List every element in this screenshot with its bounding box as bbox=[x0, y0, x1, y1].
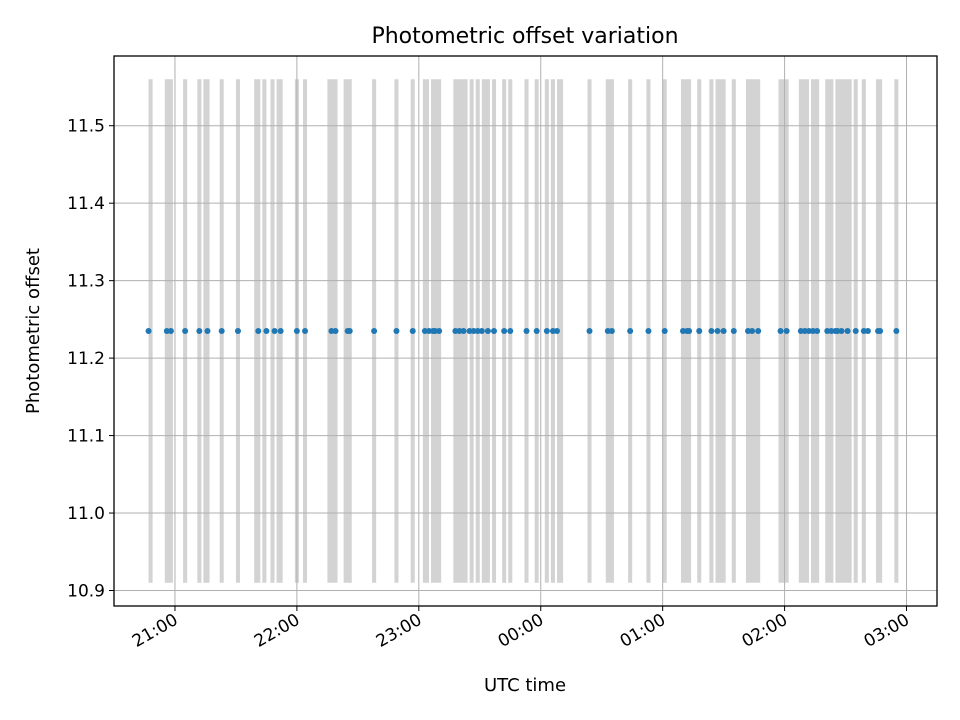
data-point bbox=[783, 328, 790, 334]
x-tick-label: 23:00 bbox=[373, 610, 425, 652]
data-point bbox=[234, 328, 241, 334]
data-point bbox=[302, 328, 309, 334]
data-point bbox=[507, 328, 514, 334]
data-point bbox=[346, 328, 353, 334]
data-point bbox=[877, 328, 884, 334]
x-tick-label: 21:00 bbox=[129, 610, 181, 652]
data-point bbox=[182, 328, 189, 334]
data-point bbox=[852, 328, 859, 334]
data-point bbox=[686, 328, 693, 334]
x-axis-ticks: 21:00 22:00 23:00 00:00 01:00 02:00 03:00 bbox=[129, 606, 913, 652]
x-tick-label: 02:00 bbox=[739, 610, 791, 652]
data-point bbox=[218, 328, 225, 334]
data-point bbox=[814, 328, 821, 334]
data-point bbox=[864, 328, 871, 334]
data-point bbox=[696, 328, 703, 334]
data-point bbox=[844, 328, 851, 334]
y-tick-label: 11.4 bbox=[67, 194, 105, 214]
data-point bbox=[263, 328, 270, 334]
data-point bbox=[708, 328, 715, 334]
data-point bbox=[293, 328, 300, 334]
x-tick-label: 03:00 bbox=[861, 610, 913, 652]
data-point bbox=[554, 328, 560, 334]
data-point bbox=[167, 328, 174, 334]
y-tick-label: 11.5 bbox=[67, 117, 105, 137]
data-point bbox=[533, 328, 540, 334]
data-point bbox=[332, 328, 339, 334]
data-point bbox=[661, 328, 668, 334]
data-points bbox=[145, 328, 900, 334]
data-point bbox=[277, 328, 284, 334]
data-point bbox=[893, 328, 900, 334]
data-point bbox=[145, 328, 152, 334]
x-tick-label: 00:00 bbox=[495, 610, 547, 652]
data-point bbox=[255, 328, 262, 334]
data-point bbox=[491, 328, 497, 334]
data-point bbox=[371, 328, 378, 334]
x-axis-label: UTC time bbox=[484, 675, 566, 696]
y-tick-label: 10.9 bbox=[67, 582, 105, 602]
plot-frame bbox=[113, 55, 938, 607]
shaded-band bbox=[715, 79, 726, 583]
data-point bbox=[501, 328, 508, 334]
y-tick-label: 11.0 bbox=[67, 504, 105, 524]
data-point bbox=[777, 328, 784, 334]
y-tick-label: 11.1 bbox=[67, 427, 105, 447]
y-axis-label: Photometric offset bbox=[23, 248, 44, 414]
data-point bbox=[478, 328, 485, 334]
data-point bbox=[755, 328, 762, 334]
data-point bbox=[460, 328, 467, 334]
data-point bbox=[627, 328, 634, 334]
data-point bbox=[749, 328, 756, 334]
data-point bbox=[714, 328, 721, 334]
y-tick-label: 11.2 bbox=[67, 349, 105, 369]
data-point bbox=[436, 328, 443, 334]
data-point bbox=[838, 328, 845, 334]
shaded-band bbox=[557, 79, 564, 583]
data-point bbox=[523, 328, 530, 334]
data-point bbox=[730, 328, 737, 334]
data-point bbox=[196, 328, 203, 334]
data-point bbox=[586, 328, 593, 334]
data-point bbox=[204, 328, 211, 334]
data-point bbox=[608, 328, 615, 334]
data-point bbox=[393, 328, 400, 334]
shaded-band bbox=[778, 79, 789, 583]
x-tick-label: 01:00 bbox=[617, 610, 669, 652]
chart-title: Photometric offset variation bbox=[371, 24, 678, 49]
data-point bbox=[409, 328, 416, 334]
x-tick-label: 22:00 bbox=[251, 610, 303, 652]
data-point bbox=[543, 328, 550, 334]
y-axis-ticks: 10.9 11.0 11.1 11.2 11.3 11.4 11.5 bbox=[67, 117, 114, 602]
data-point bbox=[271, 328, 278, 334]
data-point bbox=[720, 328, 727, 334]
data-point bbox=[645, 328, 652, 334]
y-tick-label: 11.3 bbox=[67, 272, 105, 292]
data-point bbox=[484, 328, 491, 334]
